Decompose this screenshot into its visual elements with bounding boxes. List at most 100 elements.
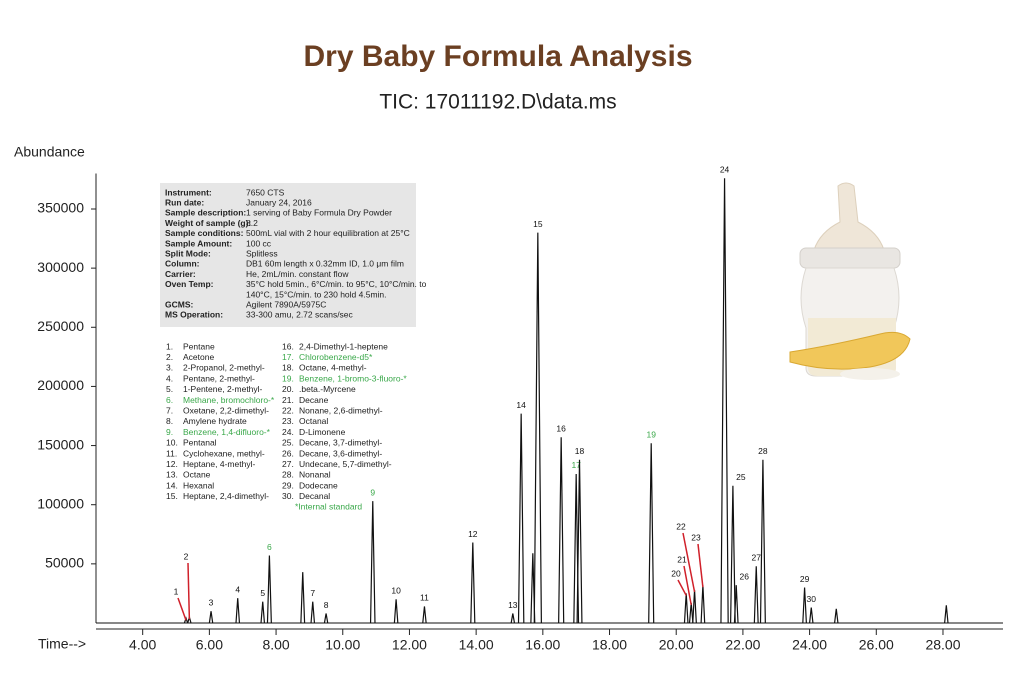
bottle-illustration	[789, 182, 911, 380]
peak-label: 22	[676, 521, 686, 531]
info-value: 1 serving of Baby Formula Dry Powder	[246, 208, 392, 218]
peak-leader	[177, 597, 187, 621]
compound-number: 19.	[282, 373, 294, 383]
compound-name: Amylene hydrate	[183, 416, 247, 426]
info-key: Sample Amount:	[165, 238, 232, 248]
compound-name: Chlorobenzene-d5*	[299, 352, 373, 362]
x-tick-label: 14.00	[459, 637, 494, 653]
peak	[260, 601, 266, 624]
peak-leader	[677, 579, 687, 596]
info-value: 140°C, 15°C/min. to 230 hold 4.5min.	[246, 289, 387, 299]
peak-label: 19	[646, 429, 656, 439]
info-value: 35°C hold 5min., 6°C/min. to 95°C, 10°C/…	[246, 279, 427, 289]
compound-name: Pentanal	[183, 438, 217, 448]
compound-number: 21.	[282, 395, 294, 405]
x-axis-label: Time-->	[38, 636, 86, 652]
peak-label: 11	[420, 593, 429, 603]
peak-label: 21	[677, 554, 687, 564]
info-value: 7650 CTS	[246, 187, 285, 197]
y-tick-label: 50000	[45, 555, 84, 571]
x-tick-label: 16.00	[525, 637, 560, 653]
info-box	[160, 183, 416, 327]
peak	[266, 555, 272, 624]
peak-label: 4	[235, 584, 240, 594]
info-value: DB1 60m length x 0.32mm ID, 1.0 μm film	[246, 259, 404, 269]
peak	[700, 585, 706, 624]
peak-label: 5	[260, 588, 265, 598]
peak	[470, 542, 476, 624]
info-key: Weight of sample (g):	[165, 218, 251, 228]
compound-number: 5.	[166, 384, 173, 394]
compound-name: Dodecane	[299, 480, 338, 490]
compound-number: 9.	[166, 427, 173, 437]
peak	[208, 611, 214, 624]
compound-name: Benzene, 1,4-difluoro-*	[183, 427, 271, 437]
peak	[834, 608, 839, 624]
peak-label: 27	[752, 552, 762, 562]
peak	[576, 459, 583, 624]
compound-number: 23.	[282, 416, 294, 426]
y-tick-label: 150000	[37, 436, 84, 452]
x-tick-label: 12.00	[392, 637, 427, 653]
peak-label: 30	[807, 594, 817, 604]
compound-name: 2-Propanol, 2-methyl-	[183, 363, 265, 373]
y-tick-label: 300000	[37, 259, 84, 275]
standard-note: *Internal standard	[295, 501, 362, 511]
y-tick-label: 350000	[37, 200, 84, 216]
compound-name: Decanal	[299, 491, 330, 501]
peak	[692, 589, 697, 624]
compound-number: 8.	[166, 416, 173, 426]
peak	[369, 501, 376, 624]
compound-number: 1.	[166, 341, 173, 351]
compound-number: 2.	[166, 352, 173, 362]
compound-name: D-Limonene	[299, 427, 346, 437]
info-key: Carrier:	[165, 269, 196, 279]
chart-title: Dry Baby Formula Analysis	[303, 40, 692, 73]
info-key: Sample conditions:	[165, 228, 244, 238]
compound-name: Undecane, 5,7-dimethyl-	[299, 459, 392, 469]
peak	[759, 459, 766, 624]
peak-label: 7	[310, 588, 315, 598]
chart-subtitle: TIC: 17011192.D\data.ms	[379, 91, 616, 114]
x-tick-label: 8.00	[262, 637, 289, 653]
peak-label: 3	[209, 597, 214, 607]
peak	[808, 607, 814, 624]
peak-label: 6	[267, 542, 272, 552]
peak-label: 1	[174, 586, 179, 596]
compound-name: Decane, 3,7-dimethyl-	[299, 438, 382, 448]
x-tick-label: 18.00	[592, 637, 627, 653]
peak-label: 15	[533, 219, 543, 229]
peak	[802, 587, 807, 624]
compound-number: 17.	[282, 352, 294, 362]
peak	[730, 485, 736, 624]
peak	[733, 585, 739, 624]
x-tick-label: 24.00	[792, 637, 827, 653]
compound-number: 18.	[282, 363, 294, 373]
compound-name: Benzene, 1-bromo-3-fluoro-*	[299, 373, 407, 383]
compound-number: 15.	[166, 491, 178, 501]
compound-name: Cyclohexane, methyl-	[183, 448, 265, 458]
compound-name: Nonanal	[299, 470, 331, 480]
info-value: 33-300 amu, 2.72 scans/sec	[246, 310, 354, 320]
info-key: Sample description:	[165, 208, 246, 218]
x-tick-label: 26.00	[859, 637, 894, 653]
info-key: Column:	[165, 259, 200, 269]
compound-number: 4.	[166, 373, 173, 383]
y-tick-label: 100000	[37, 495, 84, 511]
compound-number: 22.	[282, 405, 294, 415]
compound-name: Methane, bromochloro-*	[183, 395, 275, 405]
compound-number: 14.	[166, 480, 178, 490]
peak	[533, 232, 542, 624]
y-axis-label: Abundance	[14, 144, 85, 160]
x-tick-label: 10.00	[325, 637, 360, 653]
peak-label: 17	[571, 460, 581, 470]
peak	[310, 601, 316, 624]
info-key: Run date:	[165, 197, 204, 207]
compound-number: 3.	[166, 363, 173, 373]
compound-name: .beta.-Myrcene	[299, 384, 356, 394]
info-key: GCMS:	[165, 299, 194, 309]
peak	[510, 613, 516, 624]
peak	[300, 572, 306, 624]
peak-label: 13	[508, 600, 518, 610]
